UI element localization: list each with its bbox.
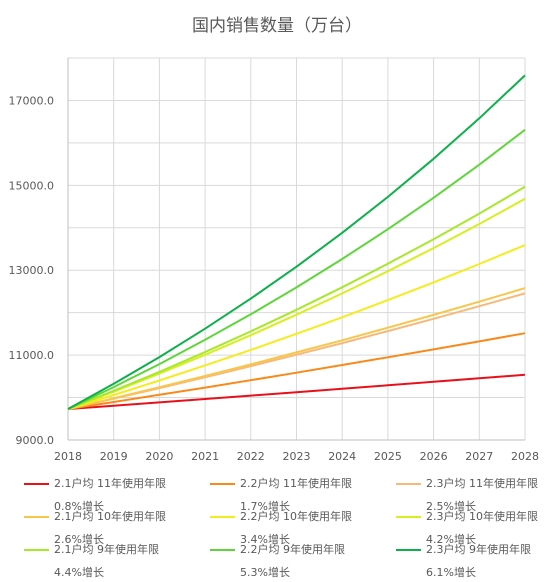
legend-swatch xyxy=(210,483,235,485)
series-line-6 xyxy=(67,197,526,410)
legend-label: 2.3户均 11年使用年限 xyxy=(426,477,538,490)
legend-item: 2.1户均 9年使用年限 4.4%增长 xyxy=(24,542,184,582)
legend-item: 2.3户均 9年使用年限 6.1%增长 xyxy=(396,542,554,582)
legend-label: 2.1户均 10年使用年限 xyxy=(54,510,166,523)
series-line-7 xyxy=(67,185,526,410)
x-tick-label: 2023 xyxy=(283,450,311,463)
legend-growth-label: 5.3%增长 xyxy=(240,566,290,579)
legend-item: 2.2户均 11年使用年限 1.7%增长 xyxy=(210,476,370,516)
legend-growth-label: 0.8%增长 xyxy=(54,500,104,513)
x-tick-label: 2024 xyxy=(328,450,356,463)
x-tick-label: 2026 xyxy=(420,450,448,463)
legend-swatch xyxy=(210,549,235,551)
legend-label: 2.1户均 9年使用年限 xyxy=(54,543,159,556)
x-tick-label: 2028 xyxy=(511,450,539,463)
y-tick-label: 11000.0 xyxy=(9,349,55,362)
legend-label: 2.2户均 11年使用年限 xyxy=(240,477,352,490)
x-tick-label: 2025 xyxy=(374,450,402,463)
y-tick-label: 13000.0 xyxy=(9,264,55,277)
series-line-5 xyxy=(67,244,526,410)
series-line-2 xyxy=(67,332,526,410)
legend-growth-label: 4.4%增长 xyxy=(54,566,104,579)
y-tick-label: 17000.0 xyxy=(9,94,55,107)
x-tick-label: 2020 xyxy=(145,450,173,463)
legend-swatch xyxy=(24,483,49,485)
legend-swatch xyxy=(24,549,49,551)
legend-growth-label: 3.4%增长 xyxy=(240,533,290,546)
x-tick-label: 2018 xyxy=(54,450,82,463)
legend-growth-label: 2.5%增长 xyxy=(426,500,476,513)
series-line-8 xyxy=(67,129,526,410)
x-tick-label: 2027 xyxy=(465,450,493,463)
legend-item: 2.3户均 10年使用年限 4.2%增长 xyxy=(396,509,554,549)
legend-item: 2.2户均 10年使用年限 3.4%增长 xyxy=(210,509,370,549)
legend: 2.1户均 11年使用年限 0.8%增长 2.2户均 11年使用年限 1.7%增长 2.… xyxy=(0,470,554,580)
legend-label: 2.3户均 9年使用年限 xyxy=(426,543,531,556)
x-tick-label: 2019 xyxy=(100,450,128,463)
legend-item: 2.2户均 9年使用年限 5.3%增长 xyxy=(210,542,370,582)
y-tick-label: 15000.0 xyxy=(9,179,55,192)
series-line-9 xyxy=(67,74,526,410)
legend-growth-label: 4.2%增长 xyxy=(426,533,476,546)
legend-label: 2.2户均 10年使用年限 xyxy=(240,510,352,523)
series-lines xyxy=(67,74,526,410)
series-line-4 xyxy=(67,287,526,410)
axes xyxy=(67,58,525,441)
y-tick-label: 9000.0 xyxy=(16,434,55,447)
legend-swatch xyxy=(24,516,49,518)
legend-growth-label: 1.7%增长 xyxy=(240,500,290,513)
legend-item: 2.1户均 10年使用年限 2.6%增长 xyxy=(24,509,184,549)
legend-swatch xyxy=(396,516,421,518)
legend-item: 2.1户均 11年使用年限 0.8%增长 xyxy=(24,476,184,516)
x-tick-label: 2021 xyxy=(191,450,219,463)
legend-swatch xyxy=(396,483,421,485)
chart-title: 国内销售数量（万台） xyxy=(192,16,362,36)
series-line-1 xyxy=(67,373,526,410)
legend-swatch xyxy=(396,549,421,551)
legend-swatch xyxy=(210,516,235,518)
legend-label: 2.2户均 9年使用年限 xyxy=(240,543,345,556)
line-chart: 9000.0 11000.0 13000.0 15000.0 17000.0 2018 20… xyxy=(9,57,540,463)
legend-label: 2.1户均 11年使用年限 xyxy=(54,477,166,490)
x-tick-label: 2022 xyxy=(237,450,265,463)
legend-label: 2.3户均 10年使用年限 xyxy=(426,510,538,523)
legend-item: 2.3户均 11年使用年限 2.5%增长 xyxy=(396,476,554,516)
legend-growth-label: 6.1%增长 xyxy=(426,566,476,579)
legend-growth-label: 2.6%增长 xyxy=(54,533,104,546)
tick-labels: 9000.0 11000.0 13000.0 15000.0 17000.0 2018 20… xyxy=(9,94,540,463)
